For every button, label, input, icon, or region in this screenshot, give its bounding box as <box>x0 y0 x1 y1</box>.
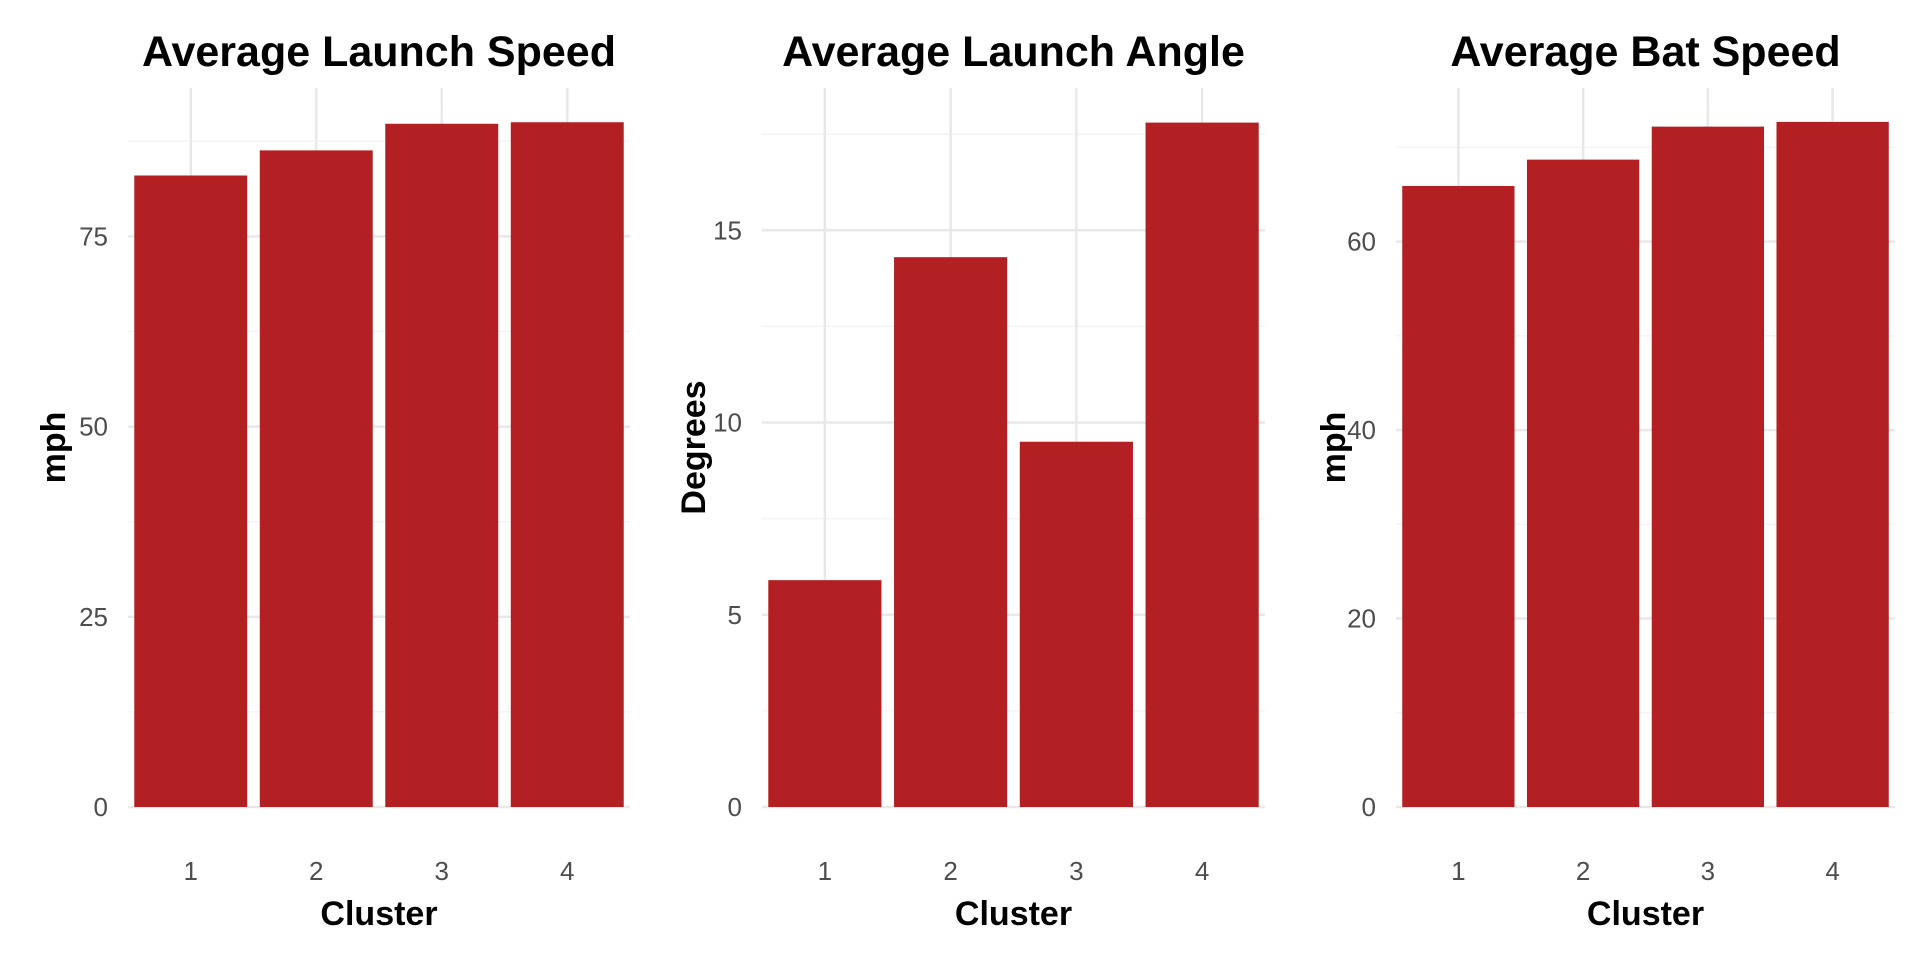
bar-cluster-1 <box>768 580 882 807</box>
bars <box>134 122 624 808</box>
y-tick-label: 50 <box>79 412 108 442</box>
y-tick-label: 10 <box>713 408 742 438</box>
x-axis-title: Cluster <box>320 895 437 933</box>
y-tick-label: 75 <box>79 221 108 251</box>
bar-cluster-2 <box>894 257 1008 807</box>
bar-cluster-3 <box>385 123 499 808</box>
bar-cluster-2 <box>259 150 373 808</box>
bar-cluster-4 <box>1776 121 1889 808</box>
y-tick-label: 0 <box>1362 792 1376 822</box>
y-tick-label: 0 <box>728 792 742 822</box>
bar-cluster-3 <box>1651 126 1765 808</box>
bar-cluster-2 <box>1526 159 1640 807</box>
y-tick-label: 5 <box>728 600 742 630</box>
x-tick-label: 3 <box>1069 856 1083 886</box>
chart-title: Average Launch Angle <box>782 28 1245 76</box>
bars <box>1402 121 1889 808</box>
bar-cluster-3 <box>1019 441 1133 807</box>
chart-launch-angle: 0 5 10 15 1 2 3 4 Average Launch Angle Cluster Deg… <box>675 28 1265 933</box>
y-tick-label: 20 <box>1347 604 1376 634</box>
x-tick-label: 4 <box>1825 856 1839 886</box>
x-tick-label: 2 <box>943 856 957 886</box>
x-tick-label: 2 <box>309 856 323 886</box>
y-tick-label: 25 <box>79 602 108 632</box>
y-axis-title: mph <box>1315 412 1353 484</box>
y-tick-label: 0 <box>94 792 108 822</box>
x-tick-label: 1 <box>818 856 832 886</box>
x-tick-label: 4 <box>1195 856 1209 886</box>
bar-cluster-1 <box>134 175 248 807</box>
x-tick-label: 3 <box>1701 856 1715 886</box>
chart-bat-speed: 0 20 40 60 1 2 3 4 Average Bat Speed Cluster mph <box>1315 28 1895 933</box>
chart-launch-speed: 0 25 50 75 1 2 3 4 Average Launch Speed Cluster mp… <box>35 28 630 933</box>
x-tick-label: 1 <box>184 856 198 886</box>
chart-title: Average Launch Speed <box>142 28 616 76</box>
x-tick-label: 3 <box>435 856 449 886</box>
y-tick-label: 40 <box>1347 415 1376 445</box>
x-tick-label: 1 <box>1451 856 1465 886</box>
y-axis-title: Degrees <box>675 380 713 514</box>
y-tick-label: 60 <box>1347 227 1376 257</box>
x-tick-label: 2 <box>1576 856 1590 886</box>
x-axis-title: Cluster <box>955 895 1072 933</box>
bar-cluster-4 <box>1145 122 1259 808</box>
bar-cluster-4 <box>510 122 624 807</box>
chart-title: Average Bat Speed <box>1450 28 1840 76</box>
y-axis-title: mph <box>35 412 73 484</box>
x-axis-title: Cluster <box>1587 895 1704 933</box>
x-tick-label: 4 <box>560 856 574 886</box>
bars <box>768 122 1259 808</box>
y-tick-label: 15 <box>713 215 742 245</box>
bar-cluster-1 <box>1402 186 1515 807</box>
